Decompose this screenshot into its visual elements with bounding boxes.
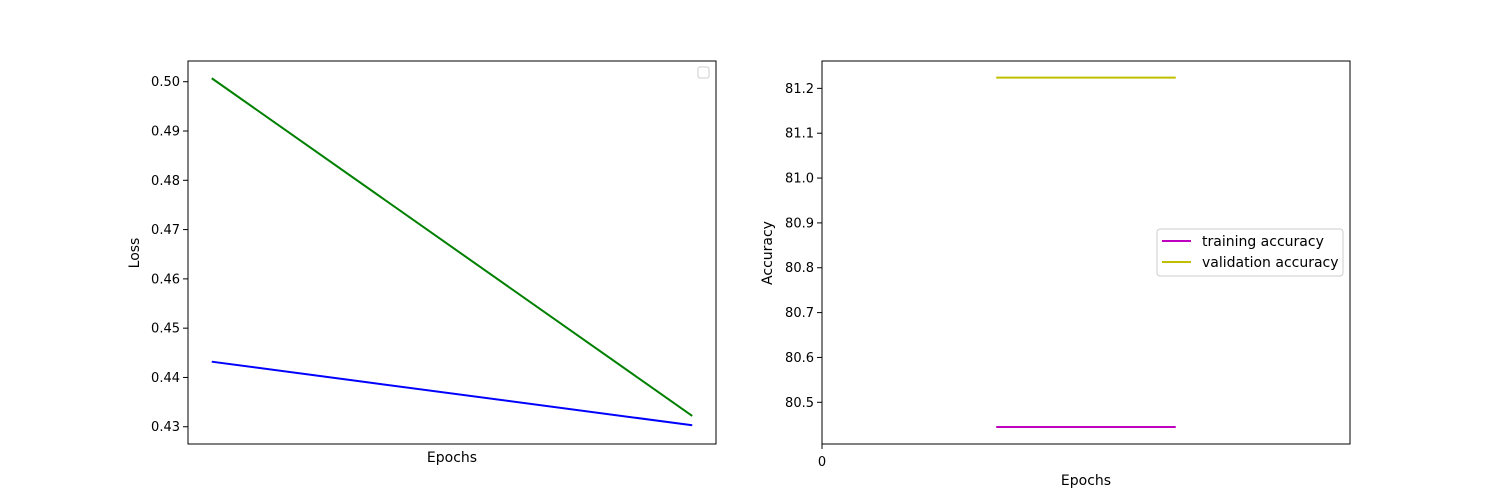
loss-x-axis-label: Epochs	[427, 450, 477, 466]
loss-legend	[697, 66, 710, 79]
accuracy-y-tick-label: 80.6	[785, 351, 814, 366]
accuracy-y-tick-label: 80.9	[785, 216, 814, 231]
accuracy-legend-box	[1156, 228, 1344, 277]
accuracy-lines	[996, 76, 1176, 428]
loss-series-line-1	[211, 77, 693, 417]
accuracy-y-ticks: 80.5 80.6 80.7 80.8 80.9 81.0 81.1 81.2	[785, 82, 822, 411]
accuracy-x-tick: 0	[818, 444, 826, 470]
accuracy-y-tick-label: 81.2	[785, 82, 814, 97]
loss-y-tick-label: 0.50	[151, 75, 180, 90]
loss-chart: 0.430.440.450.460.470.480.490.50 Epochs …	[127, 60, 717, 466]
loss-legend-box	[697, 66, 710, 79]
accuracy-y-tick-label: 80.7	[785, 306, 814, 321]
loss-y-tick-label: 0.47	[151, 223, 180, 238]
accuracy-chart: 80.5 80.6 80.7 80.8 80.9 81.0 81.1 81.2 0 Epoch…	[760, 60, 1351, 489]
loss-lines	[211, 77, 693, 427]
accuracy-x-tick-label: 0	[818, 455, 826, 470]
accuracy-y-tick-label: 80.5	[785, 396, 814, 411]
loss-y-tick-label: 0.43	[151, 420, 180, 435]
accuracy-y-axis-label: Accuracy	[760, 221, 776, 285]
loss-y-tick-label: 0.48	[151, 174, 180, 189]
loss-y-tick-label: 0.45	[151, 322, 180, 337]
legend-label-validation-accuracy: validation accuracy	[1202, 255, 1339, 271]
loss-y-tick-label: 0.44	[151, 371, 180, 386]
accuracy-legend: training accuracy validation accuracy	[1156, 228, 1344, 277]
accuracy-y-tick-label: 80.8	[785, 261, 814, 276]
loss-plot-frame	[187, 60, 717, 445]
accuracy-y-tick-label: 81.1	[785, 127, 814, 142]
accuracy-plot-frame	[821, 60, 1351, 445]
accuracy-x-axis-label: Epochs	[1061, 473, 1111, 489]
loss-y-tick-label: 0.49	[151, 124, 180, 139]
legend-label-training-accuracy: training accuracy	[1202, 234, 1324, 250]
loss-y-ticks: 0.43 0.44 0.45 0.46 0.47 0.48 0.49 0.50	[151, 75, 188, 435]
accuracy-y-tick-label: 81.0	[785, 172, 814, 187]
loss-y-axis-label: Loss	[127, 238, 143, 269]
loss-y-tick-label: 0.46	[151, 272, 180, 287]
loss-series-line-0	[211, 360, 693, 427]
